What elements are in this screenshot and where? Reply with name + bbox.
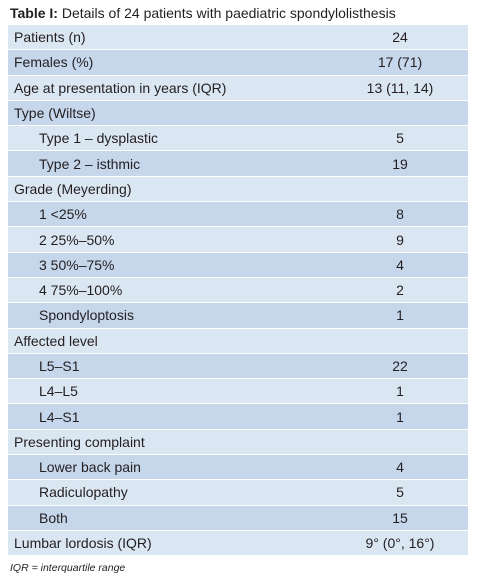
row-value: 17 (71) <box>332 49 468 76</box>
table-row: Type (Wiltse) <box>8 100 468 127</box>
table-footnote: IQR = interquartile range <box>10 562 126 574</box>
row-value <box>332 328 468 354</box>
table-row: Patients (n) 24 <box>8 25 468 51</box>
row-value: 24 <box>332 25 468 51</box>
row-label: Patients (n) <box>8 25 332 51</box>
row-label: Both <box>8 505 332 531</box>
table-row: L4–L5 1 <box>8 378 468 405</box>
row-label: Lower back pain <box>8 454 332 481</box>
table-row: Affected level <box>8 328 468 354</box>
row-label: Type (Wiltse) <box>8 100 332 127</box>
row-label: Age at presentation in years (IQR) <box>8 75 332 101</box>
table-row: Grade (Meyerding) <box>8 176 468 203</box>
row-label: Radiculopathy <box>8 479 332 506</box>
row-label: Type 2 – isthmic <box>8 150 332 177</box>
row-value: 8 <box>332 201 468 228</box>
row-value: 22 <box>332 353 468 380</box>
row-value: 5 <box>332 125 468 152</box>
table-caption-prefix: Table I: <box>10 5 58 21</box>
table-row: 3 50%–75% 4 <box>8 252 468 278</box>
row-value: 1 <box>332 302 468 329</box>
row-label: 2 25%–50% <box>8 226 332 253</box>
table-caption-text: Details of 24 patients with paediatric s… <box>57 5 396 21</box>
table-row: L4–S1 1 <box>8 403 468 430</box>
table-caption: Table I: Details of 24 patients with pae… <box>10 4 396 22</box>
row-label: Grade (Meyerding) <box>8 176 332 203</box>
row-value: 4 <box>332 252 468 278</box>
table-row: Presenting complaint <box>8 429 468 456</box>
row-value <box>332 176 468 203</box>
row-value: 1 <box>332 403 468 430</box>
patient-details-table: Patients (n) 24 Females (%) 17 (71) Age at p… <box>8 25 468 557</box>
table-row: Radiculopathy 5 <box>8 479 468 506</box>
row-value: 2 <box>332 277 468 304</box>
table-row: 1 <25% 8 <box>8 201 468 228</box>
table-row: Females (%) 17 (71) <box>8 49 468 76</box>
row-value <box>332 100 468 127</box>
table-row: Type 2 – isthmic 19 <box>8 150 468 177</box>
row-value: 1 <box>332 378 468 405</box>
row-label: L4–S1 <box>8 403 332 430</box>
table-row: Type 1 – dysplastic 5 <box>8 125 468 152</box>
row-label: Affected level <box>8 328 332 354</box>
row-label: Spondyloptosis <box>8 302 332 329</box>
row-label: L4–L5 <box>8 378 332 405</box>
row-label: Type 1 – dysplastic <box>8 125 332 152</box>
row-value: 5 <box>332 479 468 506</box>
row-value: 4 <box>332 454 468 481</box>
row-value: 19 <box>332 150 468 177</box>
row-label: 3 50%–75% <box>8 252 332 278</box>
row-value <box>332 429 468 456</box>
table-row: Age at presentation in years (IQR) 13 (11… <box>8 75 468 101</box>
table-row: L5–S1 22 <box>8 353 468 380</box>
row-label: Lumbar lordosis (IQR) <box>8 530 332 557</box>
table-row: Lumbar lordosis (IQR) 9° (0°, 16°) <box>8 530 468 557</box>
table-row: Both 15 <box>8 505 468 531</box>
table-row: Spondyloptosis 1 <box>8 302 468 329</box>
row-label: 4 75%–100% <box>8 277 332 304</box>
row-label: Females (%) <box>8 49 332 76</box>
row-label: L5–S1 <box>8 353 332 380</box>
row-label: 1 <25% <box>8 201 332 228</box>
table-row: 2 25%–50% 9 <box>8 226 468 253</box>
row-value: 15 <box>332 505 468 531</box>
table-body: Patients (n) 24 Females (%) 17 (71) Age at p… <box>8 25 468 557</box>
table-row: Lower back pain 4 <box>8 454 468 481</box>
row-value: 9° (0°, 16°) <box>332 530 468 557</box>
row-value: 9 <box>332 226 468 253</box>
row-label: Presenting complaint <box>8 429 332 456</box>
row-value: 13 (11, 14) <box>332 75 468 101</box>
table-row: 4 75%–100% 2 <box>8 277 468 304</box>
